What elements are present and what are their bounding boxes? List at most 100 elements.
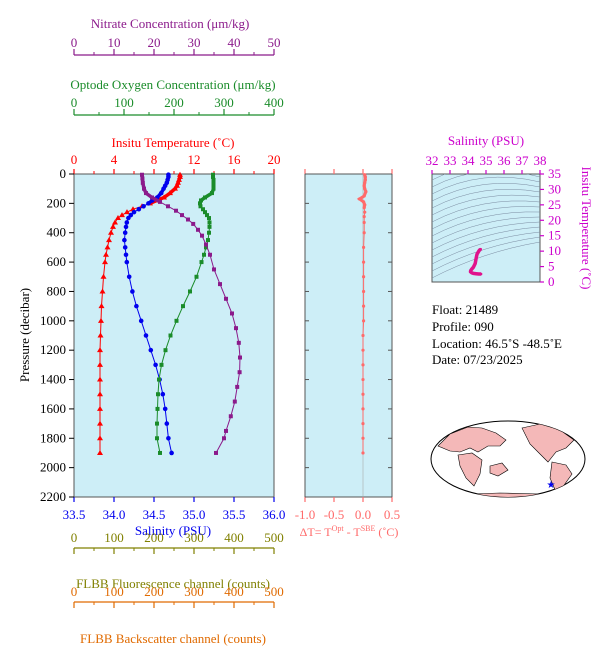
nitrate-ticks-tick-label: 0: [71, 35, 78, 50]
pressure-tick-label: 200: [47, 195, 67, 210]
backscatter-axis-label: FLBB Backscatter channel (counts): [80, 631, 266, 646]
delta-point: [361, 289, 366, 294]
ts-density-contour: [432, 236, 540, 272]
ts-salinity-tick-label: 35: [480, 153, 493, 168]
oxygen-point: [156, 392, 160, 397]
temperature-point: [97, 405, 103, 411]
nitrate-point: [232, 399, 237, 404]
temperature-tick-label: 8: [151, 152, 158, 167]
ts-point: [474, 257, 478, 260]
delta-point: [361, 451, 365, 455]
ts-density-contour: [432, 174, 447, 181]
pressure-tick-label: 1200: [40, 342, 66, 357]
pressure-tick-label: 0: [60, 166, 67, 181]
oxygen-point: [206, 238, 210, 243]
salinity-point: [123, 252, 129, 258]
ts-density-contour: [432, 226, 540, 258]
ts-point: [475, 252, 479, 256]
delta-point: [363, 210, 367, 214]
nitrate-point: [238, 355, 242, 360]
oxygen-point: [158, 450, 162, 455]
float-position-marker: ★: [547, 480, 556, 491]
ts-temperature-tick-label: 15: [548, 228, 561, 243]
temperature-tick-label: 20: [268, 152, 281, 167]
delta-point: [361, 421, 365, 426]
delta-tick-label: -0.5: [324, 507, 345, 522]
fluor-ticks-tick-label: 400: [224, 530, 244, 545]
temperature-point: [97, 449, 103, 455]
oxygen-axis: Optode Oxygen Concentration (μm/kg) 0 100…: [70, 77, 284, 116]
temperature-point: [97, 420, 103, 426]
salinity-point: [131, 209, 137, 215]
oxygen-ticks-tick-label: 200: [164, 95, 184, 110]
salinity-point: [162, 406, 168, 412]
temperature-point: [115, 215, 121, 221]
fluor-ticks-tick-label: 0: [71, 530, 78, 545]
temperature-point: [98, 317, 104, 323]
backs-ticks-tick-label: 100: [104, 584, 124, 599]
nitrate-point: [222, 436, 226, 441]
temperature-point: [112, 219, 118, 225]
oxygen-point: [203, 210, 207, 215]
oxygen-point: [207, 220, 212, 225]
ts-point: [472, 265, 475, 269]
salinity-point: [122, 245, 128, 250]
nitrate-point: [196, 227, 200, 232]
temperature-point: [98, 303, 105, 309]
temperature-point: [97, 332, 104, 338]
nitrate-point: [235, 384, 240, 389]
salinity-tick-label: 33.5: [63, 507, 86, 522]
delta-point: [361, 245, 366, 250]
ts-temperature-tick-label: 10: [548, 243, 561, 258]
oxygen-point: [207, 224, 212, 229]
temperature-point: [99, 288, 106, 294]
salinity-point: [160, 391, 166, 397]
temperature-tick-label: 12: [188, 152, 201, 167]
nitrate-point: [224, 428, 228, 433]
ts-density-contour: [432, 216, 540, 244]
salinity-point: [136, 206, 142, 212]
delta-point: [361, 260, 366, 264]
oxygen-ticks-tick-label: 300: [214, 95, 234, 110]
australia-land: [489, 462, 509, 477]
ts-density-contour: [432, 194, 540, 216]
temperature-point: [97, 376, 103, 382]
temperature-surface-segment: [149, 174, 182, 206]
nitrate-axis: Nitrate Concentration (μm/kg) 0 10 20 30 40 5…: [71, 16, 281, 56]
backs-ticks-tick-label: 400: [224, 584, 244, 599]
ts-density-contour: [432, 231, 540, 265]
ts-point: [474, 272, 478, 276]
oxygen-ticks-tick-label: 100: [114, 95, 134, 110]
pressure-axis-label: Pressure (decibar): [17, 288, 32, 382]
delta-point: [361, 333, 365, 338]
nitrate-ticks-tick-label: 10: [108, 35, 121, 50]
oxygen-point: [199, 260, 204, 265]
nitrate-point: [208, 252, 212, 257]
pressure-tick-label: 1000: [40, 313, 66, 328]
temperature-point: [106, 237, 112, 243]
ts-density-contour: [432, 188, 540, 209]
delta-point: [362, 214, 366, 219]
eurasia-land: [437, 426, 507, 453]
ts-density-contour: [432, 183, 540, 202]
salinity-point: [138, 318, 144, 324]
nitrate-point: [191, 221, 196, 226]
salinity-tick-label: 34.0: [103, 507, 126, 522]
nitrate-point: [174, 208, 178, 213]
nitrate-ticks-tick-label: 40: [228, 35, 241, 50]
backs-ticks-tick-label: 0: [71, 584, 78, 599]
nitrate-point: [204, 242, 208, 247]
delta-point: [361, 436, 365, 440]
oxygen-point: [155, 436, 159, 441]
pressure-tick-label: 400: [47, 225, 67, 240]
salinity-point: [122, 237, 127, 243]
ts-salinity-axis-label: Salinity (PSU): [448, 133, 524, 148]
oxygen-point: [174, 318, 179, 323]
ts-temperature-tick-label: 5: [548, 259, 555, 274]
ts-temperature-tick-label: 30: [548, 181, 561, 196]
temperature-point: [97, 435, 103, 441]
salinity-tick-label: 35.0: [183, 507, 206, 522]
oxygen-point: [155, 406, 160, 411]
nitrate-ticks-tick-label: 20: [148, 35, 161, 50]
fluor-ticks-tick-label: 500: [264, 530, 284, 545]
